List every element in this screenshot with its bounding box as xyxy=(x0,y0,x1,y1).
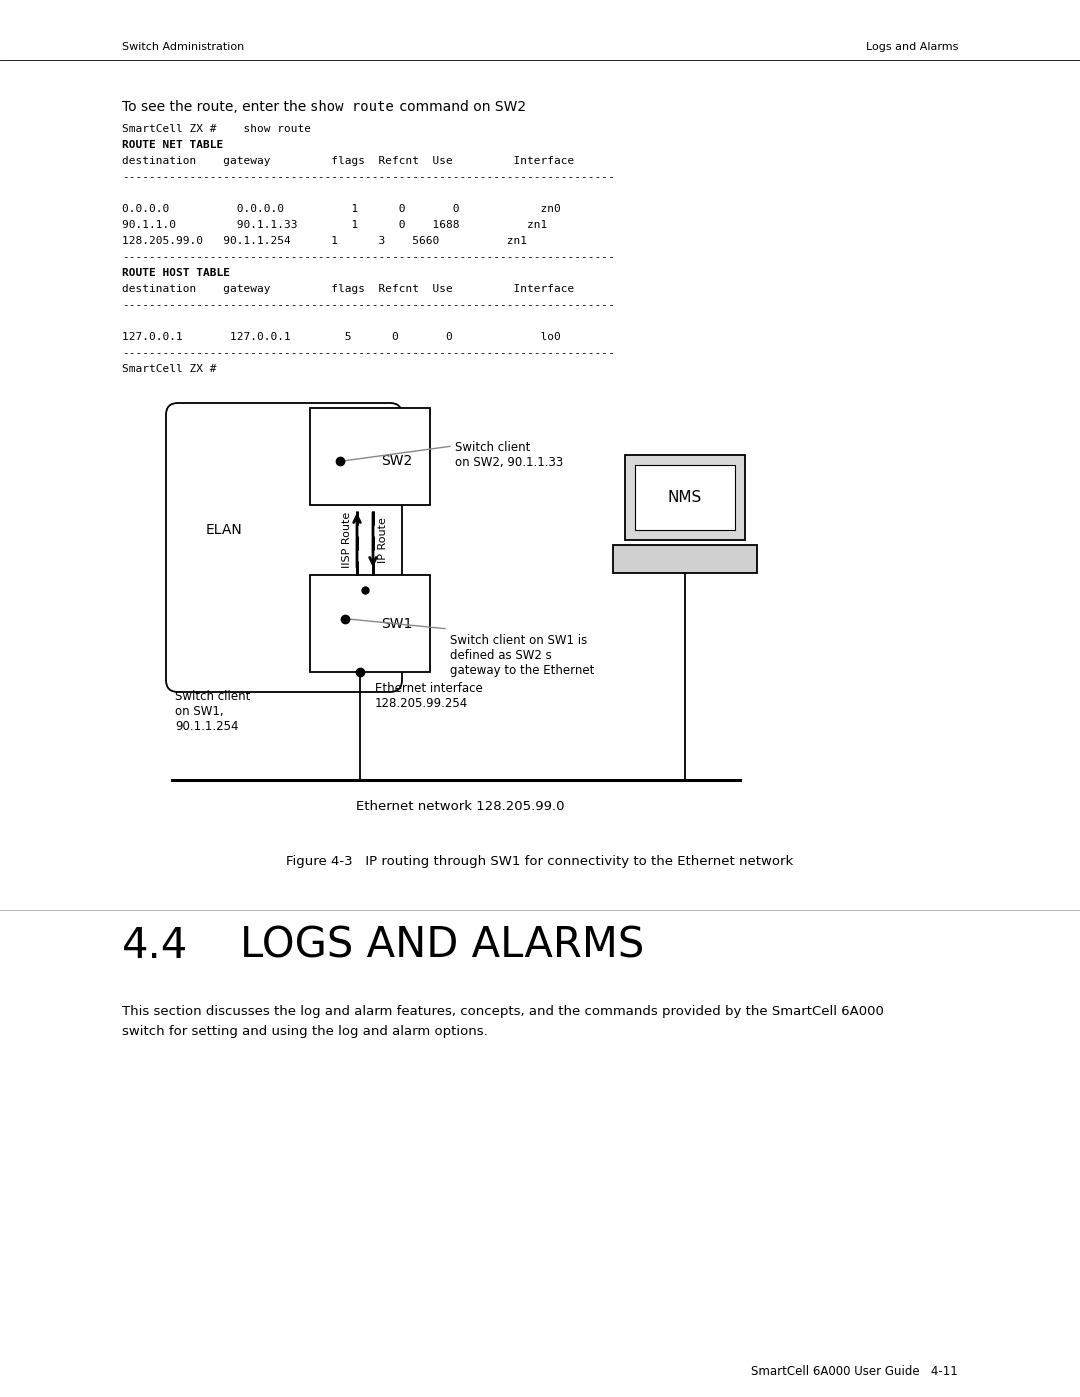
Text: Figure 4-3   IP routing through SW1 for connectivity to the Ethernet network: Figure 4-3 IP routing through SW1 for co… xyxy=(286,855,794,868)
Text: LOGS AND ALARMS: LOGS AND ALARMS xyxy=(240,925,645,967)
Text: show route: show route xyxy=(310,101,394,115)
Text: ROUTE NET TABLE: ROUTE NET TABLE xyxy=(122,140,224,149)
Text: Switch client on SW1 is
defined as SW2 s
gateway to the Ethernet: Switch client on SW1 is defined as SW2 s… xyxy=(450,634,594,676)
Text: command on SW2: command on SW2 xyxy=(382,101,526,115)
Text: destination    gateway         flags  Refcnt  Use         Interface: destination gateway flags Refcnt Use Int… xyxy=(122,156,575,166)
Text: NMS: NMS xyxy=(667,490,702,504)
Text: SW2: SW2 xyxy=(381,454,413,468)
Text: ROUTE HOST TABLE: ROUTE HOST TABLE xyxy=(122,268,230,278)
Text: -------------------------------------------------------------------------: ----------------------------------------… xyxy=(122,251,615,263)
Text: Ethernet network 128.205.99.0: Ethernet network 128.205.99.0 xyxy=(355,800,564,813)
Text: SW1: SW1 xyxy=(381,616,413,630)
Bar xyxy=(635,465,735,529)
Text: 4.4: 4.4 xyxy=(122,925,188,967)
Text: -------------------------------------------------------------------------: ----------------------------------------… xyxy=(122,348,615,358)
Bar xyxy=(613,545,757,573)
Text: Ethernet interface
128.205.99.254: Ethernet interface 128.205.99.254 xyxy=(375,682,483,710)
Text: 128.205.99.0   90.1.1.254      1      3    5660          zn1: 128.205.99.0 90.1.1.254 1 3 5660 zn1 xyxy=(122,236,527,246)
Text: 90.1.1.0         90.1.1.33        1      0    1688          zn1: 90.1.1.0 90.1.1.33 1 0 1688 zn1 xyxy=(122,219,548,231)
Text: To see the route, enter the: To see the route, enter the xyxy=(122,101,311,115)
Text: destination    gateway         flags  Refcnt  Use         Interface: destination gateway flags Refcnt Use Int… xyxy=(122,284,575,293)
Text: -------------------------------------------------------------------------: ----------------------------------------… xyxy=(122,300,615,310)
Text: SmartCell ZX #    show route: SmartCell ZX # show route xyxy=(122,124,311,134)
Text: Switch client
on SW1,
90.1.1.254: Switch client on SW1, 90.1.1.254 xyxy=(175,690,251,733)
Text: ELAN: ELAN xyxy=(206,522,243,536)
Text: 0.0.0.0          0.0.0.0          1      0       0            zn0: 0.0.0.0 0.0.0.0 1 0 0 zn0 xyxy=(122,204,561,214)
Text: 127.0.0.1       127.0.0.1        5      0       0             lo0: 127.0.0.1 127.0.0.1 5 0 0 lo0 xyxy=(122,332,561,342)
Text: Switch client
on SW2, 90.1.1.33: Switch client on SW2, 90.1.1.33 xyxy=(455,441,564,469)
Text: Logs and Alarms: Logs and Alarms xyxy=(866,42,958,52)
Bar xyxy=(625,455,745,541)
Bar xyxy=(310,576,430,672)
Text: IP Route: IP Route xyxy=(378,517,388,563)
Text: SmartCell ZX #: SmartCell ZX # xyxy=(122,365,216,374)
Text: SmartCell 6A000 User Guide   4-11: SmartCell 6A000 User Guide 4-11 xyxy=(752,1365,958,1377)
Text: IISP Route: IISP Route xyxy=(342,511,352,569)
Text: This section discusses the log and alarm features, concepts, and the commands pr: This section discusses the log and alarm… xyxy=(122,1004,883,1018)
Bar xyxy=(310,408,430,504)
FancyBboxPatch shape xyxy=(166,402,402,692)
Text: switch for setting and using the log and alarm options.: switch for setting and using the log and… xyxy=(122,1025,488,1038)
Text: Switch Administration: Switch Administration xyxy=(122,42,244,52)
Text: -------------------------------------------------------------------------: ----------------------------------------… xyxy=(122,172,615,182)
